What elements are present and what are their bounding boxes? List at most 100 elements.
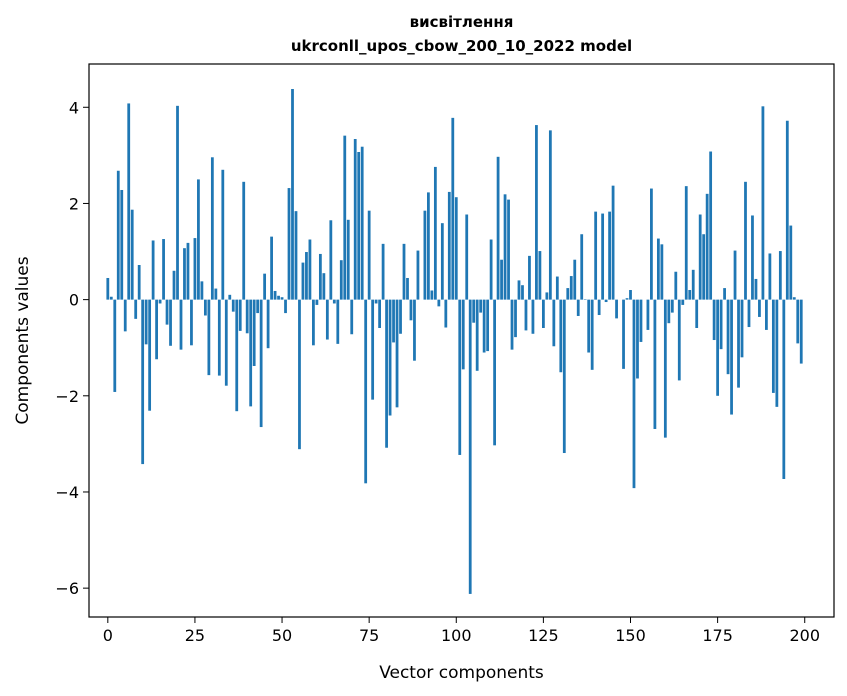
bar-57 — [305, 252, 308, 300]
bar-84 — [399, 299, 402, 334]
bar-156 — [650, 188, 653, 300]
bar-134 — [573, 259, 577, 300]
bar-8 — [134, 299, 138, 319]
bar-27 — [200, 281, 204, 300]
bar-95 — [437, 299, 441, 307]
bar-60 — [315, 299, 319, 305]
bar-183 — [744, 181, 747, 300]
bar-48 — [273, 290, 277, 300]
bar-168 — [691, 269, 695, 300]
bar-77 — [374, 299, 378, 304]
bar-179 — [730, 299, 733, 415]
bar-43 — [256, 299, 260, 314]
bar-101 — [458, 299, 462, 455]
bar-136 — [580, 234, 584, 300]
bar-192 — [775, 299, 779, 407]
bar-96 — [440, 223, 444, 300]
bar-11 — [144, 299, 148, 345]
chart-title-line-1: висвітлення — [410, 13, 514, 31]
bar-190 — [768, 253, 772, 300]
bar-111 — [493, 299, 496, 446]
x-tick-label: 125 — [528, 626, 559, 645]
bar-123 — [535, 125, 538, 300]
y-tick-label: −4 — [55, 483, 79, 502]
bar-135 — [576, 299, 580, 316]
bar-148 — [622, 299, 625, 369]
bar-80 — [385, 299, 388, 448]
bar-47 — [270, 236, 273, 300]
bar-155 — [646, 299, 650, 330]
bar-49 — [277, 295, 280, 300]
bar-189 — [765, 299, 768, 330]
bar-170 — [698, 214, 702, 300]
bar-165 — [681, 299, 685, 305]
bar-187 — [758, 299, 761, 317]
bar-78 — [378, 299, 382, 328]
bar-188 — [761, 106, 765, 300]
y-tick-label: 0 — [69, 291, 79, 310]
bar-124 — [538, 251, 542, 300]
bar-186 — [754, 278, 758, 300]
bar-33 — [221, 169, 225, 300]
bar-176 — [719, 299, 723, 350]
bar-180 — [733, 250, 737, 300]
bar-1 — [109, 296, 113, 300]
bar-26 — [197, 179, 200, 300]
bar-164 — [677, 299, 681, 381]
bar-89 — [416, 250, 420, 300]
bar-110 — [489, 239, 493, 300]
bar-35 — [228, 294, 232, 300]
bars-group — [106, 89, 803, 594]
bar-173 — [709, 151, 713, 300]
bar-67 — [339, 260, 343, 300]
bar-14 — [155, 299, 158, 360]
bar-70 — [350, 299, 354, 335]
bar-126 — [545, 292, 549, 300]
bar-130 — [559, 299, 563, 373]
bar-108 — [482, 299, 486, 353]
bar-45 — [263, 273, 267, 300]
bar-160 — [663, 299, 667, 438]
bar-15 — [158, 299, 162, 304]
bar-25 — [193, 238, 197, 300]
bar-184 — [747, 299, 751, 328]
bar-21 — [179, 299, 183, 350]
bar-30 — [210, 157, 214, 300]
bar-140 — [594, 211, 598, 300]
bar-133 — [569, 276, 573, 300]
bar-10 — [141, 299, 145, 465]
bar-113 — [500, 259, 503, 300]
bar-138 — [587, 299, 591, 353]
x-tick-label: 0 — [103, 626, 113, 645]
bar-143 — [604, 299, 608, 303]
bar-36 — [231, 299, 235, 312]
bar-5 — [123, 299, 127, 332]
bar-109 — [486, 299, 490, 352]
bar-44 — [259, 299, 263, 428]
bar-71 — [353, 139, 357, 300]
bar-20 — [176, 105, 179, 300]
bar-9 — [137, 265, 141, 300]
bar-106 — [475, 299, 479, 371]
bar-61 — [318, 253, 322, 300]
x-tick-label: 200 — [789, 626, 820, 645]
bar-46 — [266, 299, 270, 349]
bar-39 — [242, 181, 246, 300]
bar-104 — [468, 299, 472, 594]
bar-99 — [451, 117, 455, 300]
bar-118 — [517, 280, 521, 300]
bar-69 — [346, 219, 350, 300]
chart-title-line-2: ukrconll_upos_cbow_200_10_2022 model — [291, 37, 632, 55]
bar-73 — [360, 146, 364, 300]
bar-141 — [597, 299, 601, 316]
bar-182 — [740, 299, 744, 358]
bar-37 — [235, 299, 239, 412]
x-tick-label: 100 — [441, 626, 472, 645]
bar-51 — [284, 299, 287, 314]
bar-157 — [653, 299, 657, 429]
bar-112 — [496, 156, 500, 300]
bar-115 — [507, 199, 510, 300]
bar-198 — [796, 299, 800, 344]
x-tick-label: 25 — [185, 626, 205, 645]
